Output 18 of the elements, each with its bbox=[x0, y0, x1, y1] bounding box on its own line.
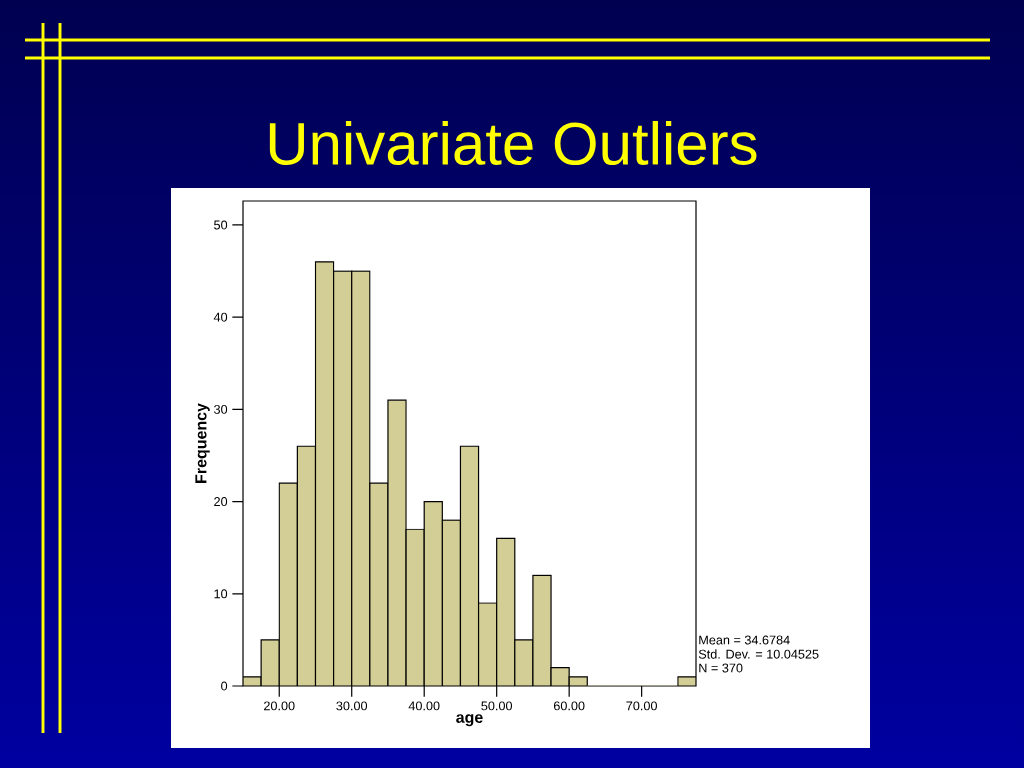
x-tick-label: 30.00 bbox=[336, 701, 368, 711]
text: Std. Dev. = 10.04525 bbox=[698, 649, 819, 659]
x-tick-label: 50.00 bbox=[481, 701, 513, 711]
x-tick-label: 20.00 bbox=[264, 701, 295, 711]
y-tick-label: 0 bbox=[221, 681, 228, 691]
x-tick-label: 60.00 bbox=[553, 701, 585, 711]
y-tick-label: 50 bbox=[214, 220, 228, 230]
y-axis-title: Frequency bbox=[195, 403, 210, 483]
y-tick-label: 40 bbox=[213, 312, 228, 322]
x-axis-title: age bbox=[456, 714, 483, 727]
text: Mean = 34.6784 bbox=[699, 635, 790, 645]
y-tick-label: 20 bbox=[214, 497, 228, 507]
x-tick-label: 70.00 bbox=[626, 701, 657, 711]
x-tick-label: 40.00 bbox=[408, 701, 440, 711]
chart-title: Univariate Outliers bbox=[269, 120, 757, 166]
text: N = 370 bbox=[699, 663, 743, 673]
y-tick-label: 10 bbox=[214, 589, 228, 599]
y-tick-label: 30 bbox=[214, 404, 228, 414]
